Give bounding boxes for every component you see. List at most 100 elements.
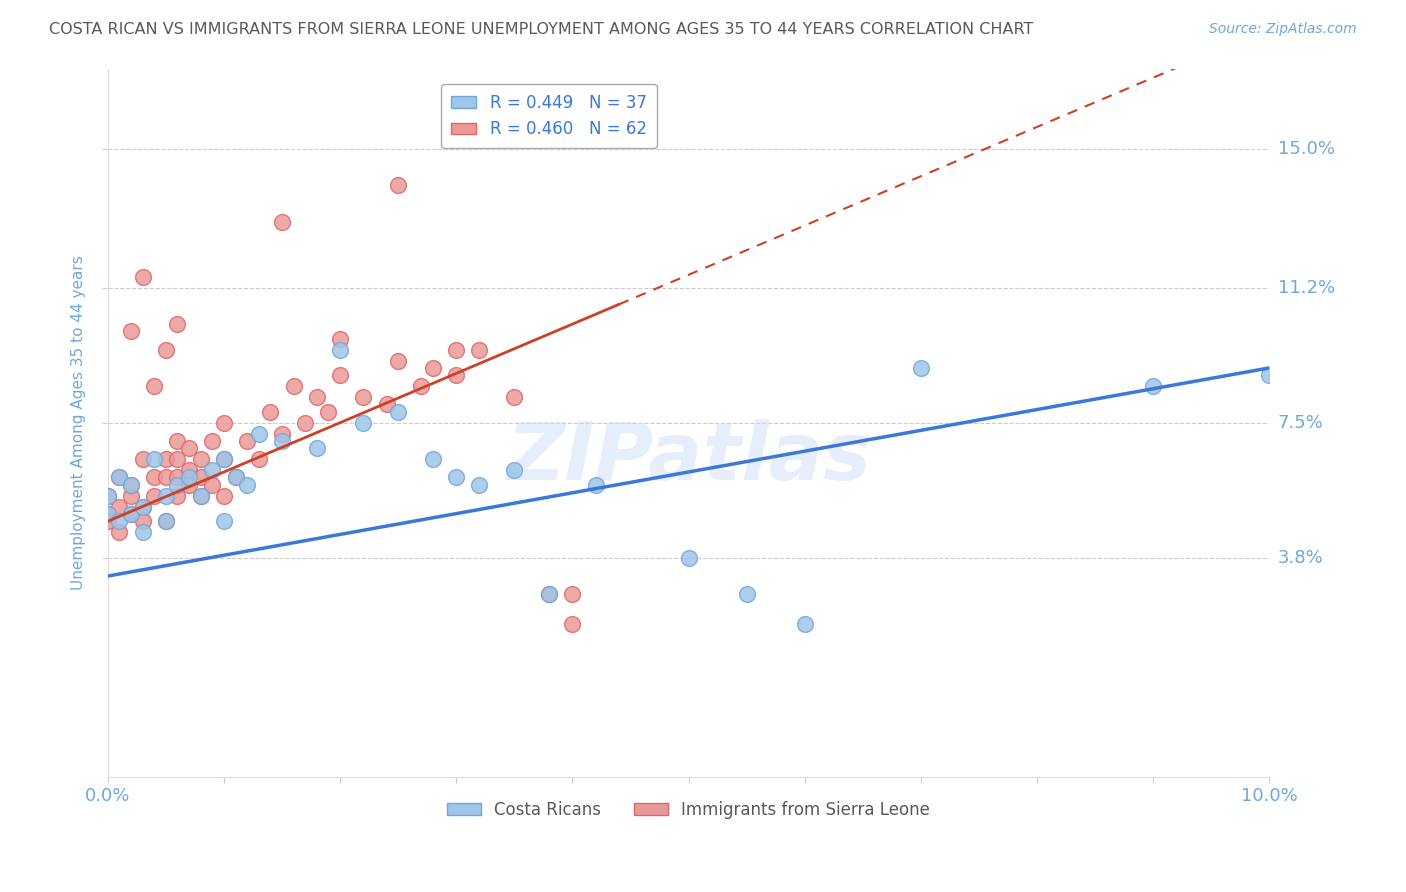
Point	[143, 379, 166, 393]
Point	[585, 477, 607, 491]
Point	[538, 587, 561, 601]
Point	[329, 332, 352, 346]
Point	[910, 360, 932, 375]
Point	[120, 325, 142, 339]
Point	[190, 452, 212, 467]
Point	[155, 514, 177, 528]
Point	[387, 353, 409, 368]
Point	[444, 343, 467, 357]
Point	[166, 452, 188, 467]
Point	[131, 500, 153, 514]
Point	[422, 452, 444, 467]
Point	[444, 470, 467, 484]
Point	[97, 489, 120, 503]
Point	[247, 452, 270, 467]
Point	[201, 434, 224, 448]
Point	[236, 477, 259, 491]
Point	[190, 489, 212, 503]
Point	[561, 587, 583, 601]
Point	[503, 390, 526, 404]
Point	[166, 470, 188, 484]
Text: ZIPatlas: ZIPatlas	[506, 419, 872, 497]
Text: 3.8%: 3.8%	[1278, 549, 1323, 566]
Point	[155, 489, 177, 503]
Point	[212, 452, 235, 467]
Point	[468, 477, 491, 491]
Point	[561, 616, 583, 631]
Point	[155, 343, 177, 357]
Point	[166, 489, 188, 503]
Point	[108, 470, 131, 484]
Point	[177, 477, 200, 491]
Point	[387, 178, 409, 193]
Point	[422, 360, 444, 375]
Point	[97, 507, 120, 521]
Text: Source: ZipAtlas.com: Source: ZipAtlas.com	[1209, 22, 1357, 37]
Point	[108, 470, 131, 484]
Point	[177, 470, 200, 484]
Point	[120, 489, 142, 503]
Point	[212, 416, 235, 430]
Point	[155, 514, 177, 528]
Point	[375, 397, 398, 411]
Point	[166, 477, 188, 491]
Point	[177, 463, 200, 477]
Text: 7.5%: 7.5%	[1278, 414, 1323, 432]
Point	[225, 470, 247, 484]
Point	[411, 379, 433, 393]
Point	[143, 489, 166, 503]
Point	[212, 452, 235, 467]
Legend: Costa Ricans, Immigrants from Sierra Leone: Costa Ricans, Immigrants from Sierra Leo…	[440, 794, 936, 825]
Point	[271, 215, 294, 229]
Point	[294, 416, 316, 430]
Point	[225, 470, 247, 484]
Point	[1142, 379, 1164, 393]
Point	[735, 587, 758, 601]
Point	[212, 489, 235, 503]
Point	[305, 390, 328, 404]
Point	[190, 470, 212, 484]
Point	[190, 489, 212, 503]
Point	[318, 405, 340, 419]
Point	[271, 426, 294, 441]
Point	[108, 525, 131, 540]
Point	[352, 416, 374, 430]
Point	[271, 434, 294, 448]
Point	[177, 442, 200, 456]
Point	[329, 368, 352, 383]
Point	[143, 452, 166, 467]
Point	[155, 452, 177, 467]
Point	[131, 452, 153, 467]
Point	[166, 317, 188, 331]
Point	[201, 477, 224, 491]
Point	[131, 269, 153, 284]
Point	[329, 343, 352, 357]
Point	[793, 616, 815, 631]
Y-axis label: Unemployment Among Ages 35 to 44 years: Unemployment Among Ages 35 to 44 years	[72, 255, 86, 591]
Point	[201, 463, 224, 477]
Point	[538, 587, 561, 601]
Point	[131, 500, 153, 514]
Point	[120, 507, 142, 521]
Text: 11.2%: 11.2%	[1278, 278, 1334, 297]
Point	[166, 434, 188, 448]
Point	[468, 343, 491, 357]
Point	[503, 463, 526, 477]
Text: 15.0%: 15.0%	[1278, 140, 1334, 158]
Point	[283, 379, 305, 393]
Point	[120, 477, 142, 491]
Point	[120, 477, 142, 491]
Point	[97, 489, 120, 503]
Point	[143, 470, 166, 484]
Point	[247, 426, 270, 441]
Point	[212, 514, 235, 528]
Point	[108, 500, 131, 514]
Point	[1258, 368, 1281, 383]
Point	[444, 368, 467, 383]
Point	[352, 390, 374, 404]
Text: COSTA RICAN VS IMMIGRANTS FROM SIERRA LEONE UNEMPLOYMENT AMONG AGES 35 TO 44 YEA: COSTA RICAN VS IMMIGRANTS FROM SIERRA LE…	[49, 22, 1033, 37]
Point	[131, 514, 153, 528]
Point	[259, 405, 281, 419]
Point	[97, 514, 120, 528]
Point	[97, 507, 120, 521]
